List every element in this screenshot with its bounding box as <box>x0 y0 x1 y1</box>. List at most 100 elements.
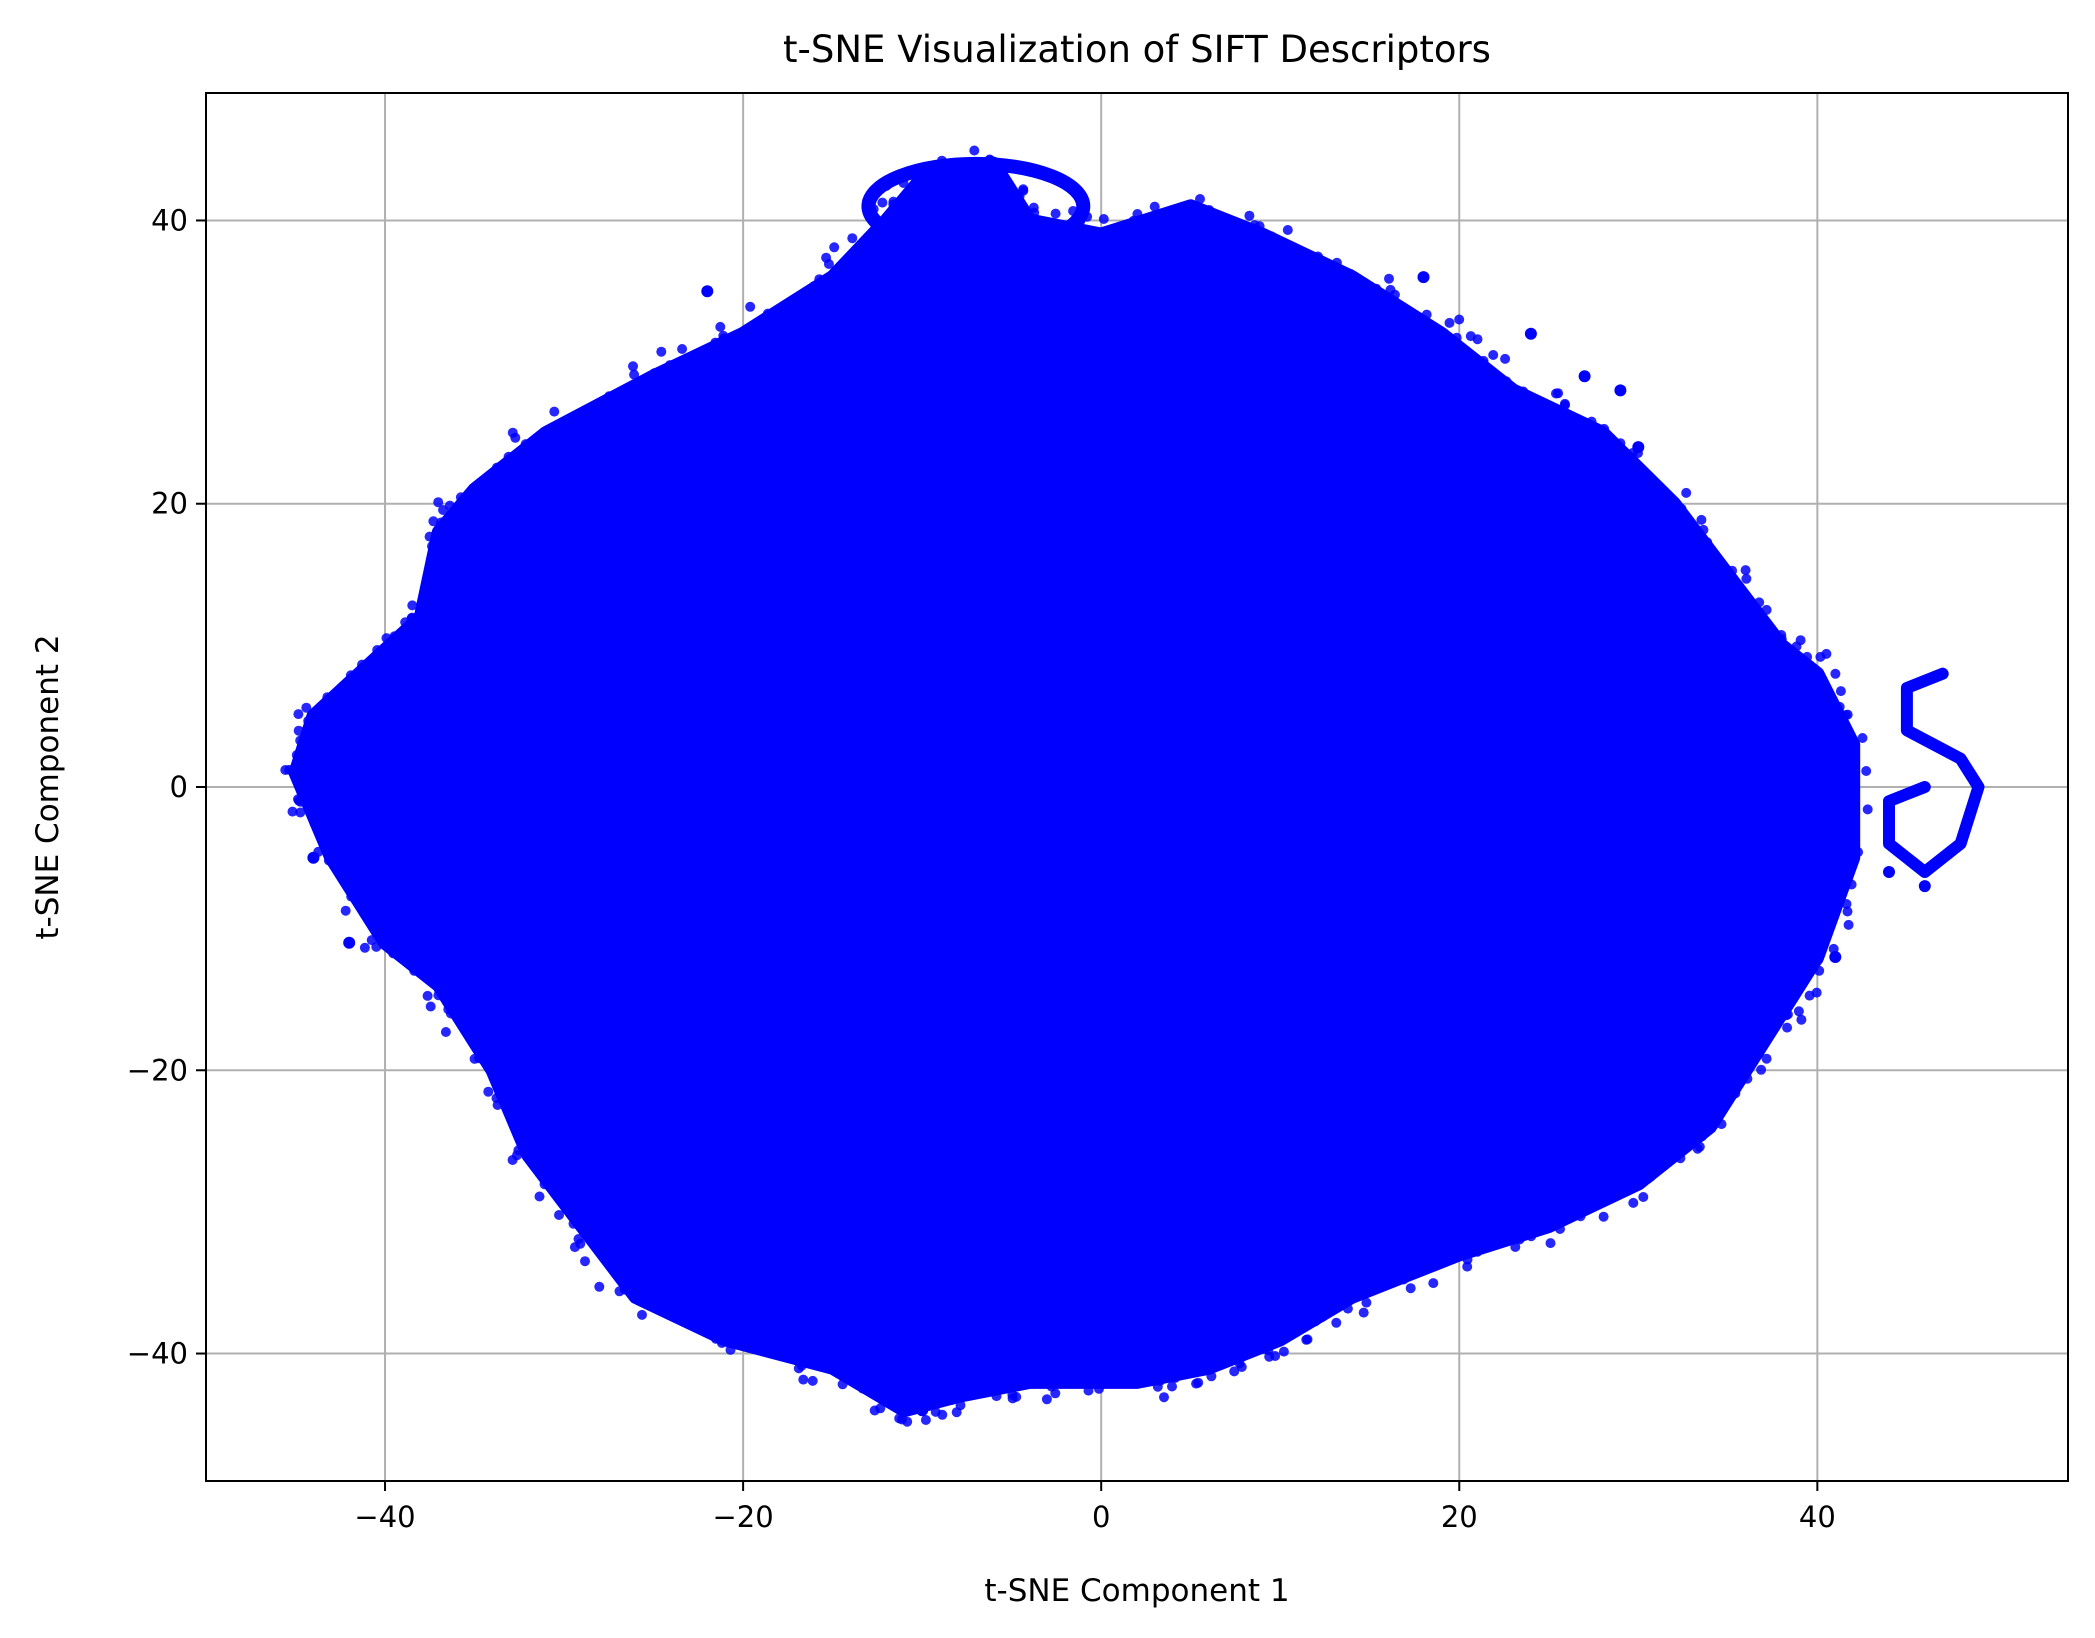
scatter-point <box>340 905 351 916</box>
chart-title: t-SNE Visualization of SIFT Descriptors <box>783 28 1491 71</box>
scatter-point <box>358 662 369 673</box>
scatter-point <box>576 1205 588 1218</box>
scatter-point <box>570 420 580 431</box>
scatter-point <box>1815 918 1826 929</box>
scatter-point <box>1638 1192 1649 1202</box>
scatter-point <box>725 1344 736 1355</box>
scatter-point <box>797 305 808 316</box>
scatter-point <box>1627 1174 1637 1185</box>
scatter-point <box>450 979 463 992</box>
scatter-point <box>1066 1370 1077 1381</box>
scatter-point <box>677 1295 688 1306</box>
scatter-point <box>1050 208 1061 219</box>
scatter-point <box>1232 1353 1243 1364</box>
scatter-point <box>346 891 357 902</box>
scatter-point <box>396 880 409 893</box>
scatter-point <box>1841 872 1852 883</box>
scatter-point <box>628 361 638 372</box>
scatter-point <box>1201 219 1212 230</box>
scatter-point <box>293 709 304 720</box>
scatter-point <box>820 1357 831 1368</box>
scatter-point <box>1449 1247 1460 1258</box>
scatter-point <box>582 1231 593 1242</box>
scatter-point <box>1488 350 1499 360</box>
scatter-point <box>445 1008 456 1019</box>
scatter-point <box>690 367 701 378</box>
scatter-point <box>1170 1373 1181 1383</box>
scatter-point <box>419 938 429 949</box>
scatter-point <box>1834 701 1845 712</box>
scatter-point <box>317 808 328 819</box>
scatter-point <box>1632 441 1645 454</box>
scatter-point <box>1159 1392 1169 1403</box>
scatter-point <box>682 1305 693 1315</box>
scatter-point <box>1524 327 1537 340</box>
scatter-point <box>1532 1218 1542 1228</box>
scatter-point <box>1229 1366 1240 1377</box>
scatter-point <box>1598 1211 1609 1222</box>
scatter-point <box>491 462 502 473</box>
scatter-point <box>1826 915 1837 926</box>
x-axis-ticks: −40 −20 0 20 40 <box>354 1481 1836 1534</box>
scatter-point <box>1107 1368 1118 1379</box>
scatter-point <box>1462 1254 1473 1265</box>
scatter-point <box>1775 696 1788 708</box>
scatter-point <box>1162 1372 1172 1383</box>
scatter-point <box>1466 1233 1477 1244</box>
scatter-point <box>1837 716 1848 727</box>
scatter-point <box>715 321 726 332</box>
scatter-point <box>1417 271 1430 284</box>
scatter-point <box>424 531 435 542</box>
scatter-point <box>396 943 407 954</box>
scatter-point <box>1835 879 1846 890</box>
scatter-point <box>644 388 655 398</box>
scatter-point <box>520 439 531 450</box>
scatter-point <box>838 258 848 269</box>
scatter-point <box>1692 1143 1703 1154</box>
scatter-point <box>829 242 840 253</box>
scatter-point <box>1462 1261 1473 1272</box>
scatter-point <box>1560 422 1571 433</box>
scatter-point <box>807 1375 818 1386</box>
scatter-point <box>1286 257 1297 268</box>
scatter-point <box>1654 504 1665 514</box>
scatter-point <box>987 1363 998 1374</box>
scatter-point <box>1586 416 1597 427</box>
scatter-point <box>904 1391 914 1402</box>
scatter-point <box>366 656 377 667</box>
scatter-point <box>1761 604 1772 615</box>
scatter-point <box>422 990 433 1001</box>
scatter-point <box>524 447 535 458</box>
scatter-point <box>466 1023 477 1034</box>
scatter-point <box>855 241 866 252</box>
scatter-point <box>604 391 615 402</box>
scatter-point <box>1317 1311 1328 1322</box>
scatter-point <box>1444 317 1455 328</box>
scatter-point <box>466 491 477 502</box>
scatter-point <box>1280 239 1291 250</box>
scatter-point <box>318 704 329 715</box>
scatter-point <box>1078 224 1089 235</box>
scatter-point <box>788 1337 799 1348</box>
scatter-point <box>724 345 735 356</box>
scatter-point <box>1465 331 1476 342</box>
scatter-point <box>1270 1351 1281 1361</box>
scatter-point <box>307 736 318 747</box>
scatter-point <box>902 1416 913 1427</box>
scatter-point <box>439 538 450 549</box>
scatter-point <box>291 750 302 760</box>
scatter-point <box>534 1191 545 1202</box>
scatter-point <box>1331 257 1342 268</box>
scatter-point <box>586 411 597 421</box>
scatter-point <box>1839 819 1850 830</box>
scatter-point <box>1097 243 1108 254</box>
scatter-point <box>930 1406 941 1417</box>
scatter-point <box>1500 353 1511 364</box>
scatter-point <box>1842 709 1853 720</box>
scatter-point <box>1648 476 1659 487</box>
scatter-point <box>1819 876 1830 887</box>
scatter-point <box>505 466 516 477</box>
scatter-point <box>710 337 721 348</box>
scatter-point <box>1727 565 1738 576</box>
scatter-point <box>979 1370 990 1381</box>
